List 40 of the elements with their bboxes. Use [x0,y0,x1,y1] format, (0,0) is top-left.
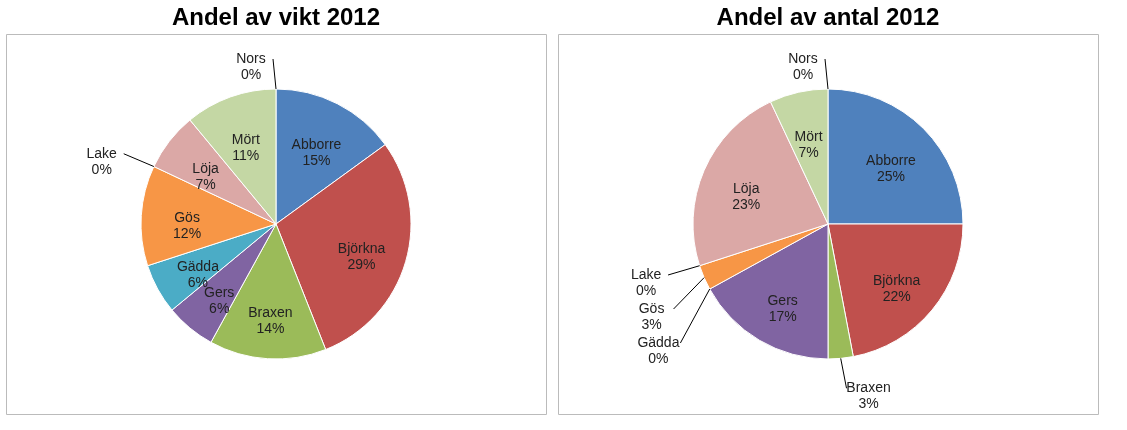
slice-label: Mört [231,131,260,148]
category-label: Gädda [637,333,680,350]
slice-label: Gös [638,299,665,316]
chart-title: Andel av antal 2012 [716,3,940,30]
data-label: 3% [641,315,662,332]
data-label: 3% [858,395,879,412]
slice-label: Gädda [176,257,220,274]
slice-label: Braxen [248,303,293,320]
data-label: 7% [195,176,216,193]
slice-label: Gers [767,291,798,308]
data-label: 25% [876,168,906,184]
slice-label: Löja [192,160,220,177]
data-label: 11% [232,147,260,164]
slice-label: Gös [174,209,200,226]
category-label: Nors [236,50,266,66]
data-label: 29% [347,255,376,272]
legend-label: Lake [86,144,118,161]
slice-label: Mört [794,128,823,145]
category-label: Nors [788,50,818,66]
data-label: 17% [768,307,797,324]
slice-label: Björkna [872,271,921,288]
data-label: 14% [256,319,285,336]
slice-label: Björkna [337,239,386,256]
data-label: 22% [882,287,911,304]
chart-title: Andel av vikt 2012 [171,3,381,30]
text: 0% [91,160,112,177]
slice-label: Abborre [291,135,342,152]
text: 0% [792,66,814,82]
text: 0% [635,281,657,298]
slice-label: Abborre [866,152,917,168]
data-label: 6% [209,299,230,316]
data-label: 23% [732,195,761,212]
data-label: 15% [302,151,331,168]
data-label: 7% [798,144,819,161]
slice-label: Löja [732,179,760,196]
slice-label: Braxen [846,379,891,396]
legend-label: Lake [630,265,662,282]
text: 0% [648,349,669,366]
text: 0% [240,66,262,82]
data-label: 12% [173,225,202,242]
